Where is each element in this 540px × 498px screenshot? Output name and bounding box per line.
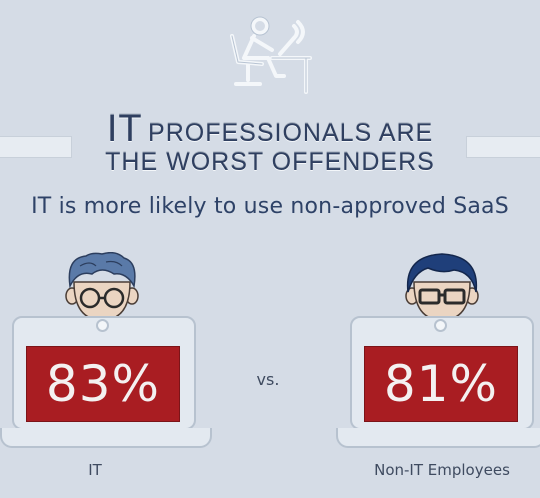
it-person-icon bbox=[65, 252, 139, 321]
title-left-band bbox=[0, 136, 72, 158]
non-it-label: Non-IT Employees bbox=[374, 461, 510, 479]
it-percentage: 83% bbox=[26, 346, 180, 422]
it-label: IT bbox=[88, 461, 102, 479]
title-line2-text: THE WORST OFFENDERS bbox=[105, 148, 435, 176]
it-laptop-camera bbox=[96, 319, 109, 332]
person-at-desk-icon bbox=[230, 16, 312, 94]
non-it-person-icon bbox=[405, 253, 479, 321]
non-it-laptop-camera bbox=[434, 319, 447, 332]
page-title: IT PROFESSIONALS ARE bbox=[0, 108, 540, 151]
title-it: IT bbox=[106, 108, 143, 150]
non-it-percentage: 81% bbox=[364, 346, 518, 422]
page-title-line2: THE WORST OFFENDERS bbox=[0, 148, 540, 177]
subtitle: IT is more likely to use non-approved Sa… bbox=[31, 194, 509, 219]
vs-label: vs. bbox=[256, 370, 280, 389]
title-line1-rest: PROFESSIONALS ARE bbox=[148, 119, 434, 147]
it-laptop-base bbox=[0, 428, 212, 448]
non-it-laptop-base bbox=[336, 428, 540, 448]
title-right-band bbox=[466, 136, 540, 158]
